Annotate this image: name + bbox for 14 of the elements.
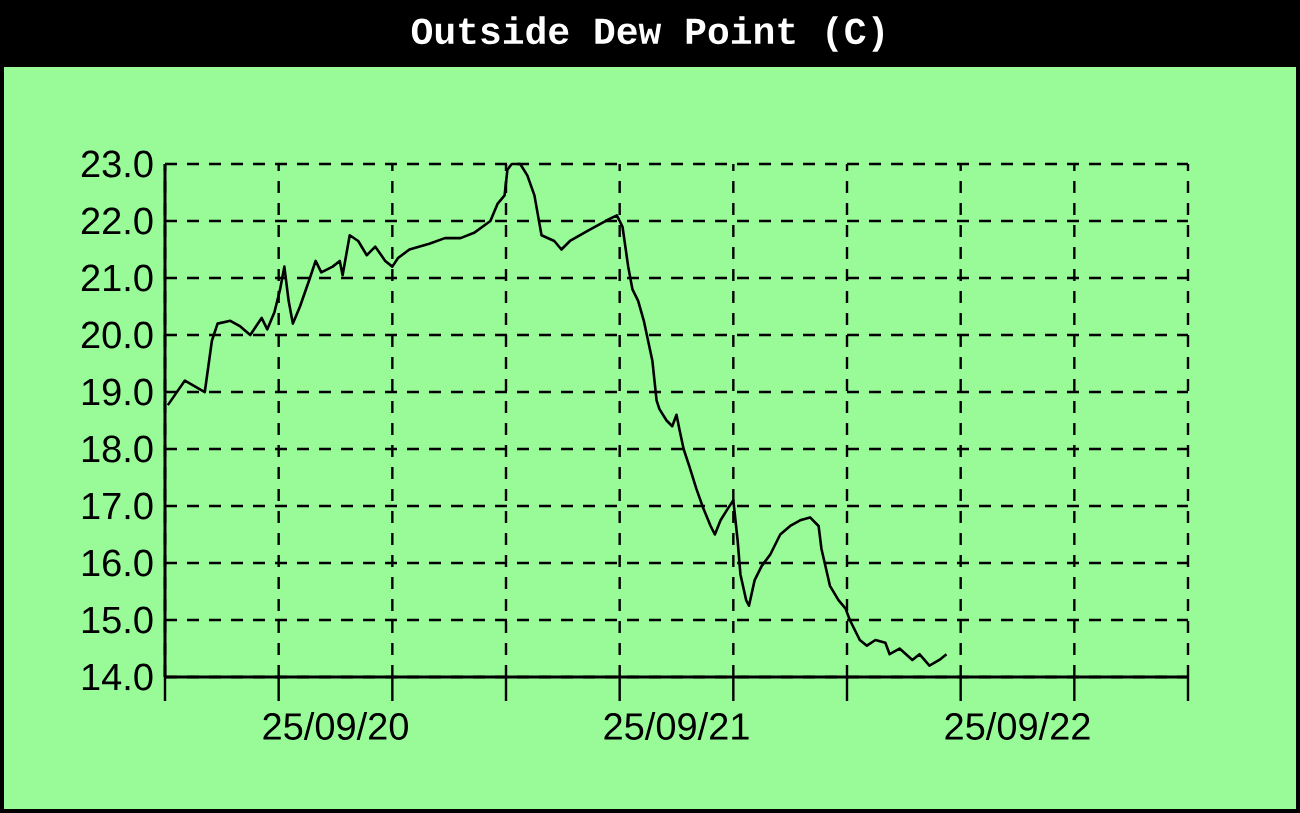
x-tick-label: 25/09/21: [604, 712, 749, 740]
y-tick-label: 18.0: [82, 435, 153, 463]
y-tick-label: 20.0: [81, 321, 153, 349]
x-tick-label: 25/09/22: [945, 712, 1090, 740]
y-tick-label: 16.0: [82, 549, 153, 577]
x-tick-label: 25/09/20: [263, 712, 408, 740]
y-tick-label: 14.0: [82, 663, 153, 691]
y-tick-label: 17.0: [82, 492, 153, 520]
y-tick-label: 21.0: [81, 264, 153, 292]
y-tick-label: 15.0: [82, 606, 153, 634]
y-tick-label: 23.0: [81, 150, 153, 178]
y-tick-label: 22.0: [81, 207, 153, 235]
chart-title: Outside Dew Point (C): [411, 16, 883, 52]
y-tick-label: 19.0: [82, 378, 153, 406]
